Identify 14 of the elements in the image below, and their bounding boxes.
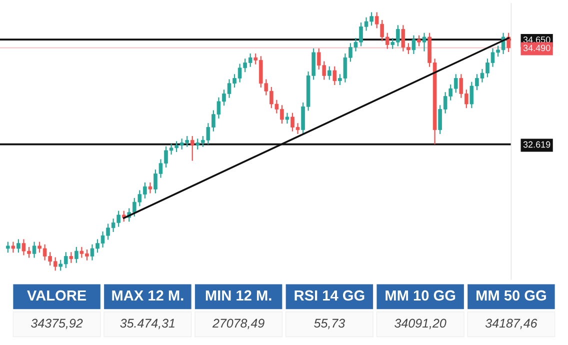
- text: 27078,49: [212, 318, 264, 330]
- text: 34187,46: [485, 318, 538, 330]
- text: 35.474,31: [120, 318, 174, 330]
- text: 55,73: [314, 318, 345, 330]
- category-label: MM 50 GG: [476, 290, 546, 301]
- category-label: MAX 12 M.: [112, 290, 184, 300]
- category-label: MM 10 GG: [386, 290, 456, 301]
- category-label: VALORE: [27, 290, 86, 301]
- text: 34091,20: [394, 318, 446, 330]
- category-label: MIN 12 M.: [206, 290, 272, 300]
- text: 34375,92: [31, 318, 83, 330]
- y-tick-label: 32.619: [523, 141, 550, 148]
- category-label: RSI 14 GG: [294, 290, 364, 301]
- y-tick-label: 34.490: [523, 44, 550, 52]
